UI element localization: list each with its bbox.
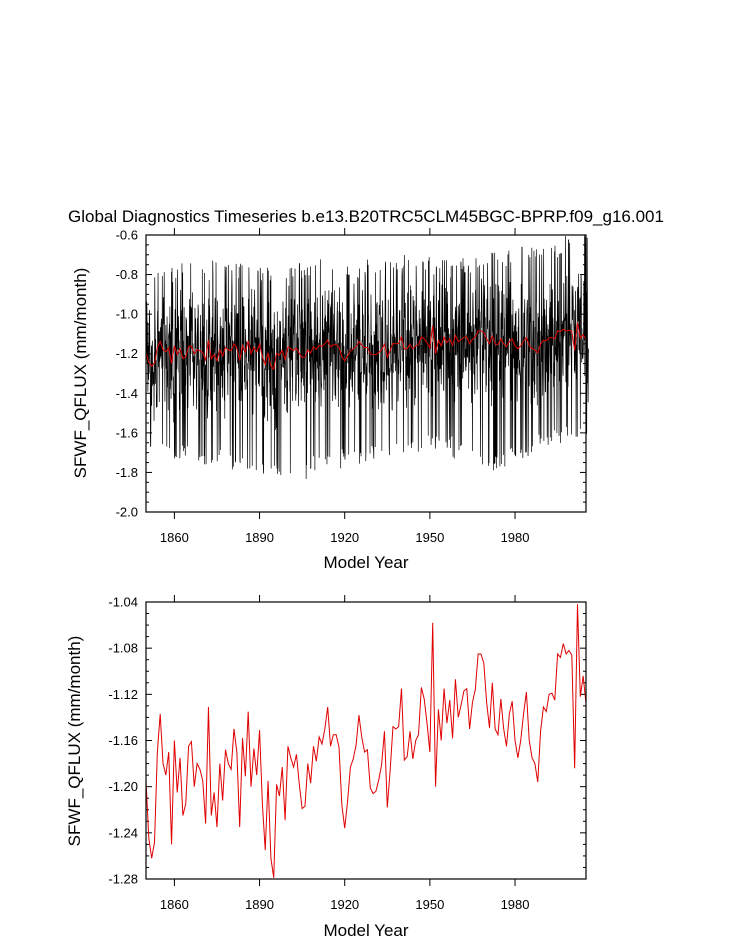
x-tick-label: 1920	[330, 897, 359, 912]
y-tick-label: -1.8	[116, 465, 138, 480]
x-tick-label: 1980	[501, 897, 530, 912]
y-tick-label: -0.6	[116, 228, 138, 243]
y-tick-label: -1.16	[108, 733, 138, 748]
y-tick-label: -1.4	[116, 386, 138, 401]
top-x-axis-label: Model Year	[323, 553, 408, 572]
top-panel: -2.0 -1.8 -1.6 -1.4 -1.2 -1.0 -0.8 -0.6 1860 1890…	[116, 228, 589, 545]
y-tick-label: -1.0	[116, 307, 138, 322]
bottom-panel: -1.28 -1.24 -1.20 -1.16 -1.12 -1.08 -1.04 1860 1…	[108, 595, 587, 912]
y-tick-label: -1.04	[108, 595, 138, 610]
annual-mean-series-line	[145, 322, 587, 371]
plot-frame	[145, 234, 587, 513]
x-tick-label: 1950	[415, 897, 444, 912]
monthly-series-line	[145, 234, 589, 480]
y-tick-label: -1.08	[108, 641, 138, 656]
bottom-y-axis-label: SFWF_QFLUX (mm/month)	[65, 636, 84, 847]
y-tick-label: -1.20	[108, 779, 138, 794]
x-tick-label: 1860	[160, 897, 189, 912]
x-tick-label: 1920	[330, 530, 359, 545]
x-tick-label: 1890	[245, 530, 274, 545]
x-tick-label: 1980	[501, 530, 530, 545]
top-y-axis-label: SFWF_QFLUX (mm/month)	[71, 268, 90, 479]
bottom-x-axis-label: Model Year	[323, 921, 408, 940]
y-tick-label: -1.24	[108, 825, 138, 840]
x-tick-label: 1890	[245, 897, 274, 912]
x-tick-label: 1860	[160, 530, 189, 545]
y-tick-label: -1.6	[116, 425, 138, 440]
y-tick-label: -0.8	[116, 267, 138, 282]
x-tick-label: 1950	[415, 530, 444, 545]
y-tick-label: -1.28	[108, 872, 138, 887]
chart-title: Global Diagnostics Timeseries b.e13.B20T…	[68, 207, 664, 226]
y-tick-label: -2.0	[116, 505, 138, 520]
y-tick-label: -1.2	[116, 346, 138, 361]
annual-mean-series-line	[145, 604, 587, 878]
plot-frame	[145, 601, 587, 880]
y-tick-label: -1.12	[108, 687, 138, 702]
